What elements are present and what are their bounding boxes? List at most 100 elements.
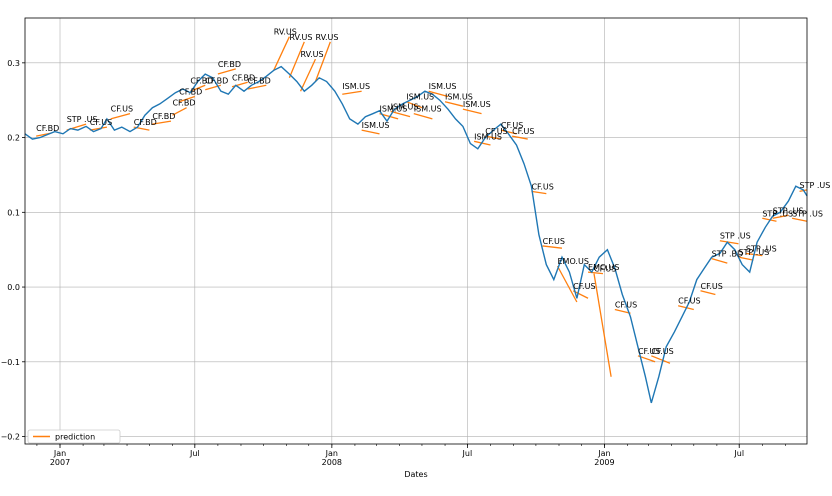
prediction-annotation: CF.US	[111, 105, 133, 114]
prediction-line	[791, 217, 808, 222]
prediction-annotation: CF.US	[512, 127, 534, 136]
x-tick-year-label: 2008	[322, 458, 342, 467]
prediction-annotation: CF.BD	[179, 87, 202, 96]
prediction-annotation: EMO.US	[588, 263, 619, 272]
prediction-line	[531, 190, 547, 195]
prediction-annotation: CF.US	[594, 265, 616, 274]
prediction-line	[462, 108, 482, 115]
prediction-line	[651, 355, 671, 364]
prediction-line	[711, 258, 728, 264]
prediction-annotation: CF.BD	[218, 60, 241, 69]
prediction-line	[413, 113, 433, 120]
x-axis-label: Dates	[404, 470, 427, 479]
prediction-annotation: ISM.US	[342, 82, 370, 91]
prediction-line	[299, 58, 317, 92]
prediction-annotation: CF.BD	[232, 73, 255, 82]
prediction-line	[190, 84, 206, 92]
x-tick-label: Jul	[189, 449, 200, 458]
prediction-annotation: STP .US	[773, 206, 804, 215]
prediction-line	[390, 110, 411, 118]
prediction-annotation: ISM.US	[391, 102, 419, 111]
legend-box	[27, 429, 121, 444]
prediction-line	[178, 95, 196, 103]
y-tick-label: 0.3	[7, 59, 20, 68]
prediction-annotation: ISM.US	[474, 132, 502, 141]
prediction-line	[556, 265, 578, 303]
prediction-line	[444, 101, 464, 107]
prediction-line	[288, 41, 305, 79]
prediction-annotation: STP .US	[738, 248, 769, 257]
prediction-line	[428, 90, 449, 98]
x-tick-label: Jul	[733, 449, 744, 458]
prediction-annotation: CF.BD	[248, 76, 271, 85]
prediction-line	[152, 120, 172, 125]
prediction-annotation: CF.US	[651, 347, 673, 356]
y-tick-label: −0.1	[1, 358, 20, 367]
prediction-line	[542, 245, 563, 249]
prediction-line	[593, 273, 612, 377]
prediction-annotation: ISM.US	[380, 105, 408, 114]
prediction-annotation: STP .BD	[712, 250, 744, 259]
prediction-line	[485, 135, 502, 140]
x-tick-label: Jan	[325, 449, 338, 458]
prediction-annotation: RV.US	[289, 33, 312, 42]
prediction-annotation: CF.US	[501, 121, 523, 130]
plot-frame	[24, 17, 808, 445]
prediction-line	[314, 41, 331, 82]
prediction-line	[762, 217, 777, 222]
prediction-annotation: CF.US	[543, 237, 565, 246]
prediction-line	[511, 135, 528, 140]
prediction-annotation: STP .US	[720, 232, 751, 241]
prediction-annotation: STP .US	[762, 209, 793, 218]
prediction-line	[247, 84, 267, 90]
prediction-line	[738, 256, 754, 261]
prediction-annotation: CF.US	[90, 118, 112, 127]
prediction-line	[172, 107, 187, 116]
prediction-line	[406, 101, 423, 109]
x-tick-label: Jul	[462, 449, 473, 458]
x-tick-label: Jan	[53, 449, 66, 458]
x-tick-year-label: 2007	[50, 458, 70, 467]
series-line	[24, 65, 808, 404]
prediction-line	[587, 271, 604, 275]
prediction-annotation: CF.BD	[152, 112, 175, 121]
prediction-annotation: CF.BD	[205, 76, 228, 85]
prediction-line	[361, 129, 380, 135]
prediction-annotation: STP .US	[800, 181, 831, 190]
y-tick-label: 0.1	[7, 208, 20, 217]
prediction-annotation: ISM.US	[406, 93, 434, 102]
prediction-annotation: ISM.US	[429, 82, 457, 91]
prediction-line	[500, 129, 517, 135]
x-tick-year-label: 2009	[594, 458, 614, 467]
prediction-annotation: RV.US	[301, 50, 324, 59]
prediction-annotation: ISM.US	[463, 100, 491, 109]
prediction-annotation: CF.BD	[190, 76, 213, 85]
y-axis-ticks: 0.3 0.2 0.1 0.0 −0.1 −0.2	[1, 59, 25, 442]
prediction-annotation: CF.US	[638, 347, 660, 356]
prediction-annotation: CF.BD	[172, 99, 195, 108]
prediction-annotation: ISM.US	[362, 121, 390, 130]
prediction-annotation: STP .US	[792, 209, 823, 218]
prediction-annotation: STP .US	[67, 115, 98, 124]
prediction-line	[342, 90, 362, 95]
prediction-annotation: CF.US	[700, 282, 722, 291]
prediction-line	[217, 68, 236, 75]
prediction-annotation: STP .US	[746, 244, 777, 253]
prediction-annotation: CF.US	[531, 182, 553, 191]
prediction-annotation: EMO.US	[558, 257, 589, 266]
y-tick-label: −0.2	[1, 433, 20, 442]
prediction-line	[700, 290, 716, 296]
legend-prediction-label: prediction	[55, 433, 95, 442]
prediction-annotation: ISM.US	[445, 93, 473, 102]
prediction-line	[273, 36, 290, 71]
y-tick-label: 0.0	[7, 283, 20, 292]
y-tick-label: 0.2	[7, 134, 20, 143]
prediction-line	[614, 308, 631, 314]
prediction-line	[89, 126, 108, 131]
prediction-annotation: CF.US	[615, 300, 637, 309]
prediction-line	[110, 113, 131, 120]
